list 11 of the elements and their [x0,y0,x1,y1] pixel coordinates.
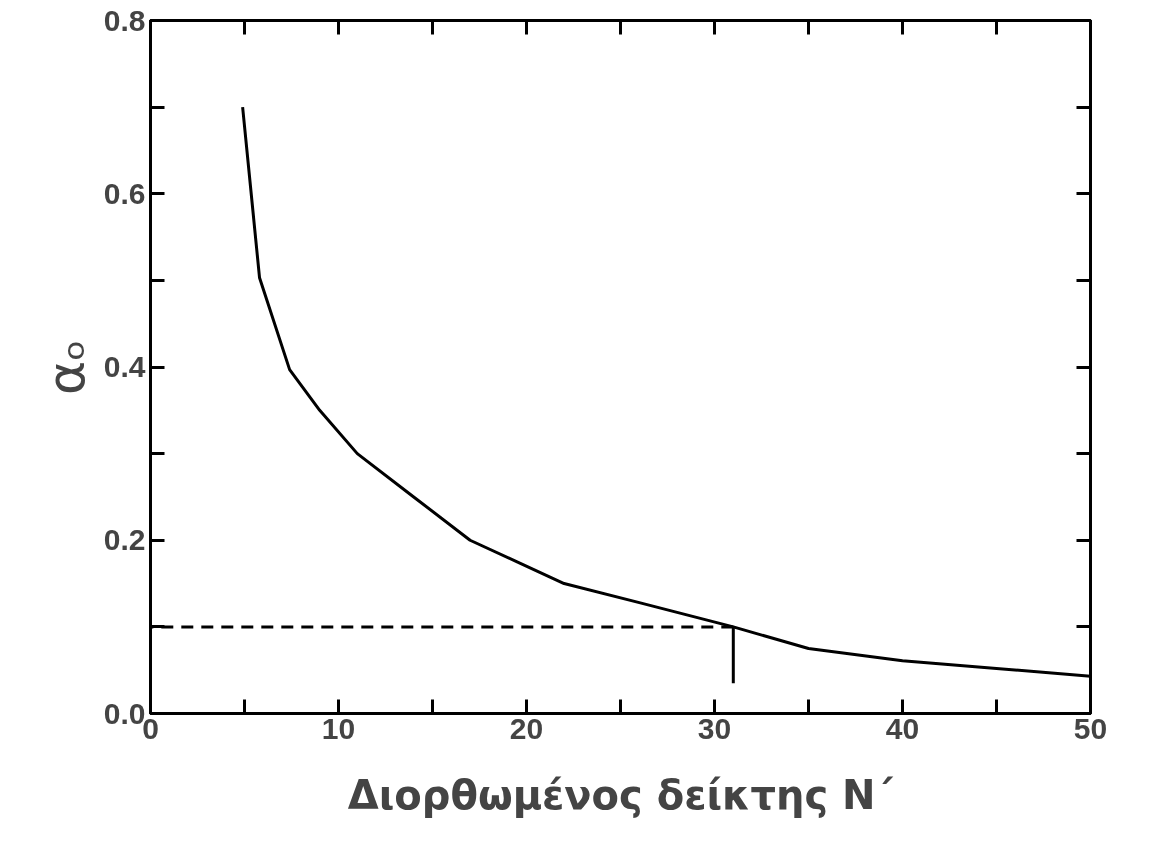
x-tick-label: 10 [321,711,356,745]
y-tick-label: 0.4 [103,350,146,383]
y-tick-label: 0.8 [103,3,146,37]
x-axis-title: Διορθωμένος δείκτης N΄ [347,771,894,818]
x-tick-label: 30 [697,711,732,745]
y-axis-title: αₒ [35,339,96,395]
x-tick-label: 40 [885,711,920,745]
x-tick-label: 50 [1073,711,1108,745]
y-tick-label: 0.2 [103,523,146,557]
y-tick-label: 0.6 [103,176,146,210]
x-tick-label: 20 [509,711,544,745]
